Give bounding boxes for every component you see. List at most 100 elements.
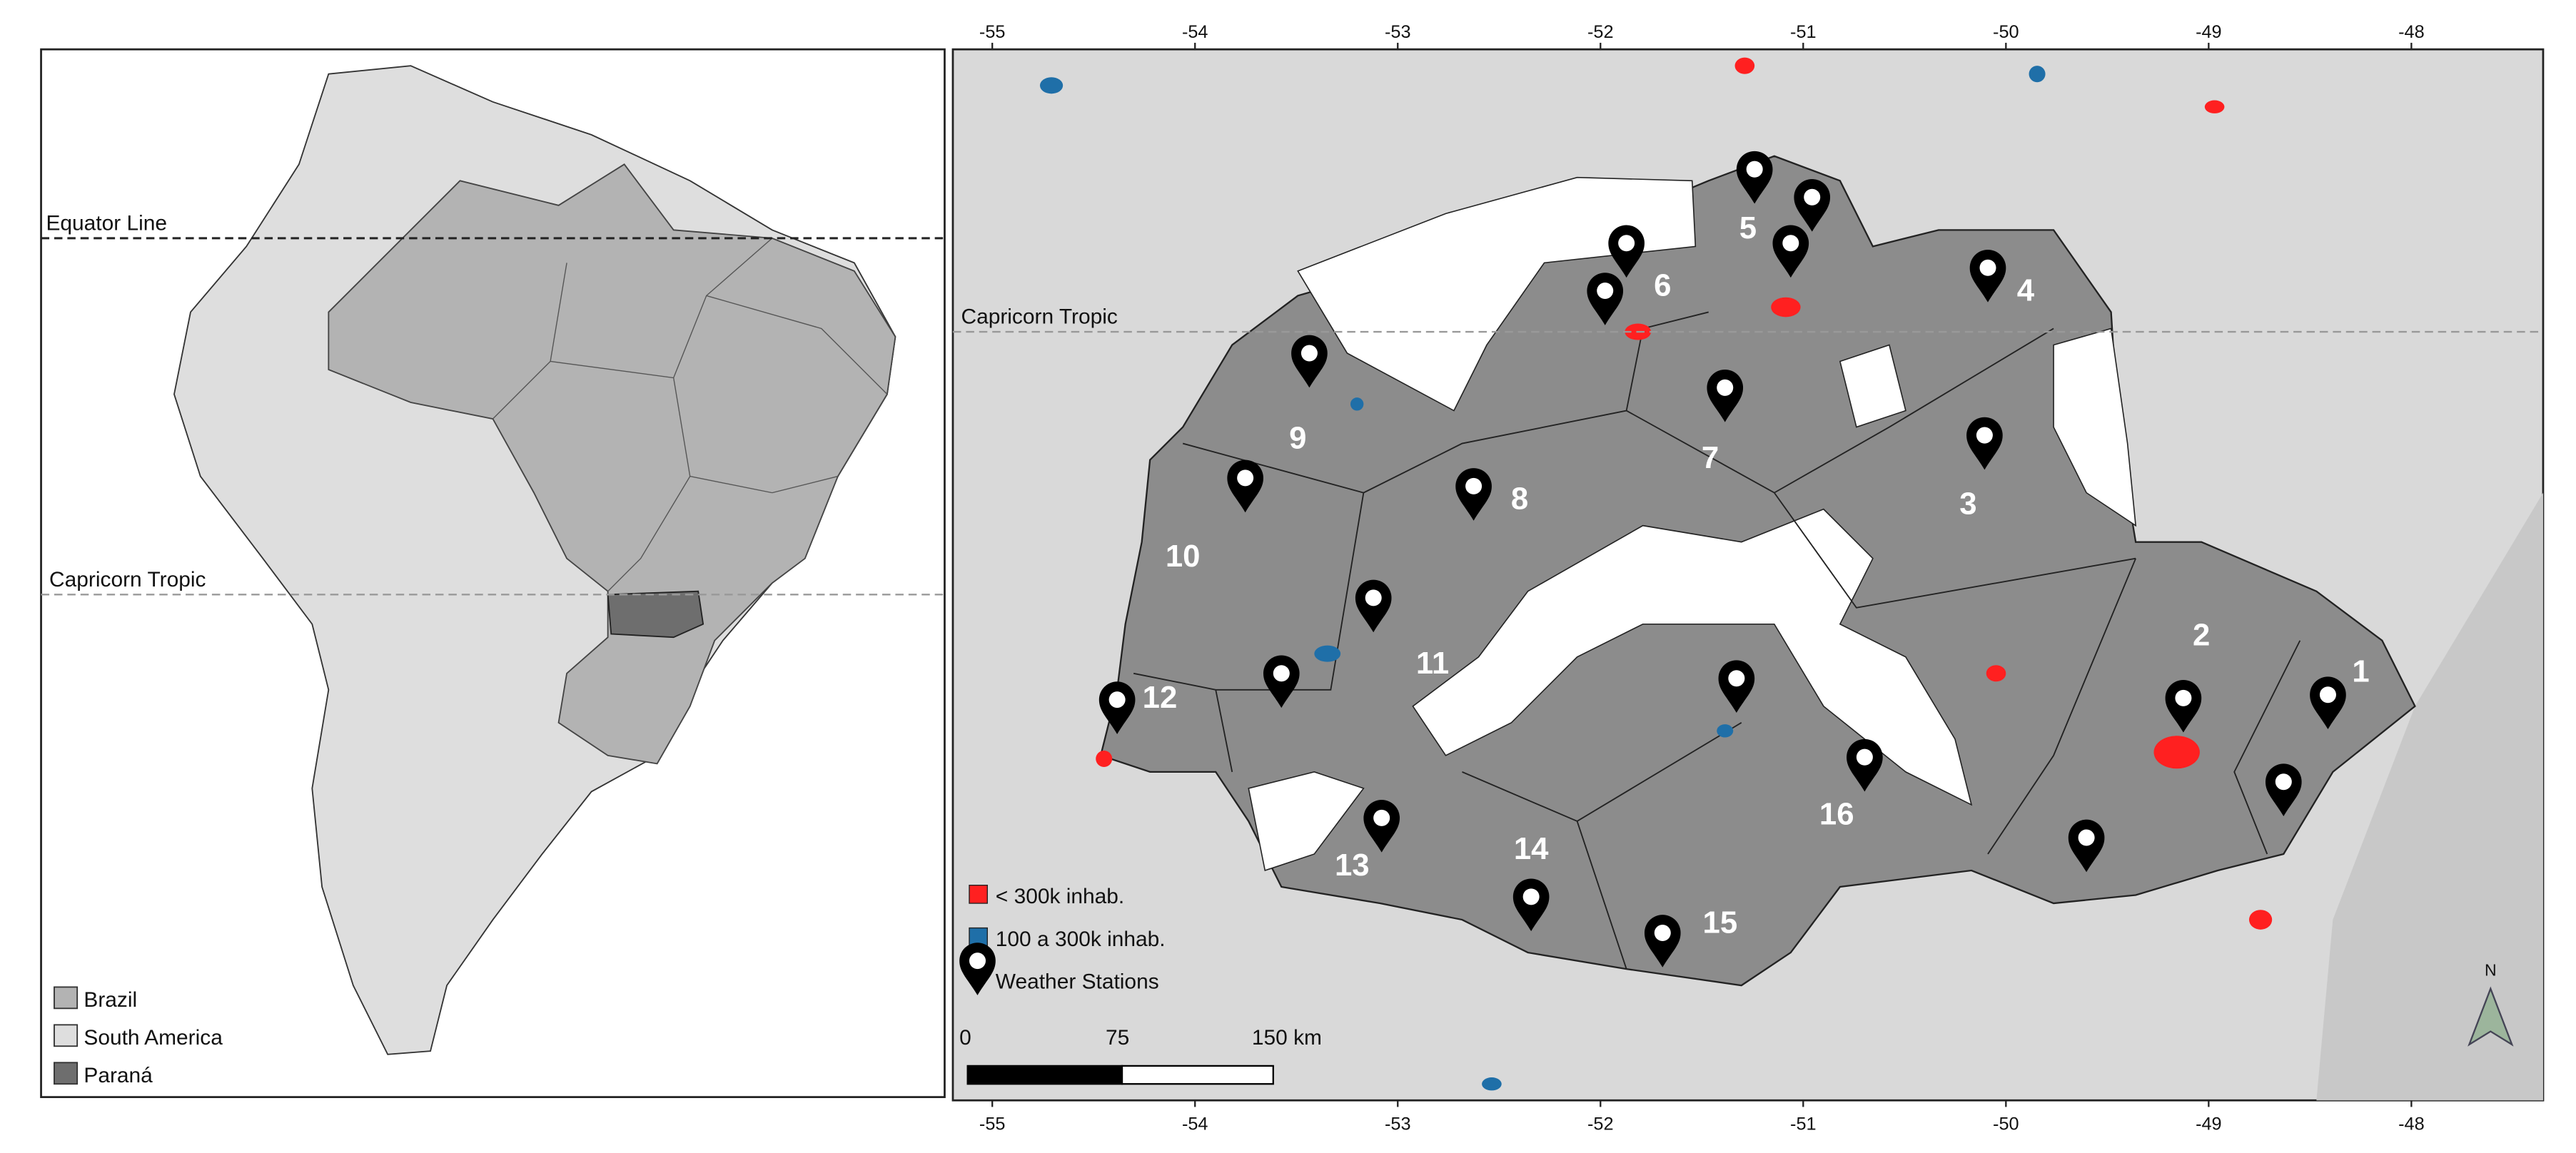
bottom-tick-label: -50 xyxy=(1993,1114,2019,1134)
bottom-tick-label: -54 xyxy=(1182,1114,1208,1134)
legend-swatch xyxy=(54,986,79,1010)
city xyxy=(1039,77,1064,94)
station-pin-hole xyxy=(1237,469,1254,487)
legend-label: < 300k inhab. xyxy=(996,885,1124,908)
city xyxy=(1717,724,1734,738)
top-tick-label: -55 xyxy=(979,22,1006,42)
top-tick-label: -50 xyxy=(1993,22,2019,42)
station-pin-hole xyxy=(1373,809,1390,826)
region-number: 6 xyxy=(1654,268,1671,303)
scale-label: 0 xyxy=(959,1026,971,1050)
top-tick-label: -49 xyxy=(2196,22,2222,42)
city xyxy=(1096,750,1113,767)
station-pin-hole xyxy=(2275,773,2292,791)
legend-swatch xyxy=(969,885,988,904)
parana xyxy=(607,590,704,639)
top-tick-label: -52 xyxy=(1587,22,1614,42)
capricorn-label: Capricorn Tropic xyxy=(49,568,206,591)
bottom-tick-label: -53 xyxy=(1385,1114,1411,1134)
station-pin-hole xyxy=(969,953,986,970)
north-arrow-shape xyxy=(2468,986,2514,1047)
station-pin xyxy=(1644,915,1681,967)
station-pin-hole xyxy=(1979,259,1996,276)
brazil-states xyxy=(493,238,888,592)
municipalities-east xyxy=(1839,327,2137,527)
city xyxy=(2248,910,2273,930)
legend-swatch xyxy=(54,1062,79,1085)
inset-panel: Equator Line Capricorn Tropic Brazil Sout… xyxy=(40,48,946,1099)
city xyxy=(1350,397,1364,411)
weather-stations xyxy=(1098,151,2346,967)
station-pin-hole xyxy=(1300,345,1318,362)
bottom-tick-label: -49 xyxy=(2196,1114,2222,1134)
station-pin-hole xyxy=(2175,689,2192,706)
station-pin-hole xyxy=(1273,665,1290,682)
region-number: 12 xyxy=(1143,680,1178,715)
scale-label: 150 km xyxy=(1252,1026,1322,1050)
coordinate-ticks: -55 -54 -53 -52 -51 -50 -49 -48 -55 -54 -53 -52 -51 -… xyxy=(979,22,2425,1134)
station-pin-hole xyxy=(1856,748,1873,766)
region-number: 1 xyxy=(2352,654,2369,689)
station-pin-hole xyxy=(1108,691,1126,708)
region-number: 4 xyxy=(2017,273,2035,308)
bottom-tick-label: -55 xyxy=(979,1114,1006,1134)
region-number: 16 xyxy=(1819,797,1854,832)
city xyxy=(2029,66,2046,83)
city xyxy=(2153,736,2200,769)
top-tick-label: -53 xyxy=(1385,22,1411,42)
region-number: 11 xyxy=(1416,646,1449,681)
station-pin-hole xyxy=(1746,161,1763,178)
map-legend: < 300k inhab. 100 a 300k inhab. Weather St… xyxy=(959,885,1166,995)
legend-label: 100 a 300k inhab. xyxy=(996,928,1166,951)
region-number: 8 xyxy=(1511,482,1528,517)
region-number: 7 xyxy=(1702,440,1719,475)
ocean xyxy=(2316,492,2543,1101)
city xyxy=(1314,645,1341,662)
legend-label: Paraná xyxy=(84,1064,153,1087)
station-pin-hole xyxy=(1976,427,1993,444)
station-pin-hole xyxy=(2319,686,2336,704)
region-number: 14 xyxy=(1514,831,1549,866)
capricorn-label: Capricorn Tropic xyxy=(961,305,1117,329)
station-pin-hole xyxy=(1782,235,1799,252)
top-tick-label: -54 xyxy=(1182,22,1208,42)
station-pin-hole xyxy=(1717,379,1734,396)
region-number: 2 xyxy=(2193,618,2210,653)
north-arrow: N xyxy=(2468,960,2514,1047)
north-label: N xyxy=(2485,960,2497,979)
station-pin xyxy=(1608,225,1645,278)
station-pin-hole xyxy=(1465,477,1483,494)
bottom-tick-label: -48 xyxy=(2398,1114,2425,1134)
station-pin-hole xyxy=(1654,924,1671,941)
city xyxy=(2204,100,2225,113)
station-pin-hole xyxy=(1804,188,1821,205)
scale-segment xyxy=(966,1065,1123,1085)
city xyxy=(1986,665,2006,682)
legend-swatch xyxy=(54,1024,79,1047)
brazil xyxy=(328,163,896,765)
station-pin-hole xyxy=(1365,589,1382,606)
station-pin-hole xyxy=(2078,829,2095,846)
equator-label: Equator Line xyxy=(46,211,167,235)
region-number: 5 xyxy=(1739,210,1757,245)
station-pin-hole xyxy=(1618,235,1635,252)
station-pin xyxy=(1707,369,1744,422)
city xyxy=(1771,297,1801,318)
scale-segment xyxy=(1121,1065,1274,1085)
legend-label: Brazil xyxy=(84,988,137,1012)
top-tick-label: -51 xyxy=(1790,22,1817,42)
bottom-tick-label: -52 xyxy=(1587,1114,1614,1134)
inset-legend: Brazil South America Paraná xyxy=(54,986,223,1087)
region-number: 9 xyxy=(1289,421,1306,456)
scale-bar: 0 75 150 km xyxy=(959,1026,1322,1085)
municipalities-south xyxy=(1248,771,1365,872)
legend-label: South America xyxy=(84,1026,223,1050)
station-pin-hole xyxy=(1597,283,1614,300)
top-tick-label: -48 xyxy=(2398,22,2425,42)
station-pin xyxy=(1098,681,1136,734)
station-pin-hole xyxy=(1522,888,1540,905)
